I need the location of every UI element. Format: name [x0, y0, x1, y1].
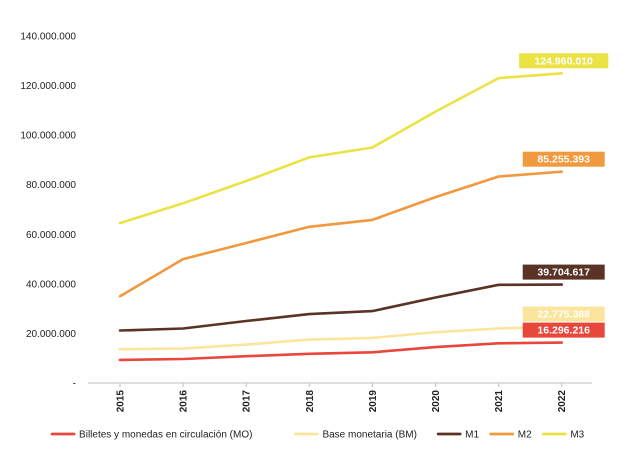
data-label-box — [522, 322, 605, 338]
y-axis: - 20.000.000 40.000.000 60.000.000 80.000.00… — [20, 32, 76, 390]
y-tick-label: 80.000.000 — [26, 180, 76, 191]
y-tick-label: 100.000.000 — [20, 131, 76, 142]
legend-label: M3 — [570, 430, 584, 441]
data-label: 85.255.393 — [537, 154, 590, 166]
x-axis: 2015 2016 2017 2018 2019 2020 2021 2022 — [116, 383, 568, 413]
data-label: 16.296.216 — [537, 325, 590, 337]
x-tick-label: 2015 — [116, 390, 127, 413]
legend: Billetes y monedas en circulación (MO) Ba… — [50, 430, 585, 441]
end-labels: 16.296.216 22.775.388 39.704.617 85.255.393… — [519, 53, 609, 338]
series-line — [118, 341, 564, 362]
legend-label: Billetes y monedas en circulación (MO) — [79, 430, 252, 441]
data-label: 39.704.617 — [537, 267, 590, 279]
data-label-box — [519, 53, 609, 69]
data-label: 124.960.010 — [534, 55, 593, 67]
x-tick-label: 2022 — [557, 390, 568, 413]
legend-label: Base monetaria (BM) — [322, 430, 416, 441]
series-line — [118, 170, 564, 298]
x-tick-label: 2020 — [431, 390, 442, 413]
y-tick-label: 40.000.000 — [26, 279, 76, 290]
series-line — [118, 72, 564, 225]
data-label-box — [522, 264, 605, 280]
series-line — [118, 325, 564, 351]
y-tick-label: - — [73, 379, 76, 390]
data-label: 22.775.388 — [537, 309, 590, 321]
x-tick-label: 2019 — [368, 390, 379, 413]
y-tick-label: 60.000.000 — [26, 230, 76, 241]
y-tick-label: 140.000.000 — [20, 32, 76, 43]
legend-label: M2 — [518, 430, 532, 441]
y-tick-label: 20.000.000 — [26, 329, 76, 340]
x-tick-label: 2016 — [179, 390, 190, 413]
legend-label: M1 — [465, 430, 479, 441]
x-tick-label: 2018 — [305, 390, 316, 413]
series-line — [118, 283, 564, 332]
y-tick-label: 120.000.000 — [20, 81, 76, 92]
x-tick-label: 2017 — [242, 390, 253, 413]
data-label-box — [522, 306, 605, 322]
x-tick-label: 2021 — [494, 390, 505, 413]
data-label-box — [522, 151, 605, 167]
series-lines — [118, 72, 564, 362]
